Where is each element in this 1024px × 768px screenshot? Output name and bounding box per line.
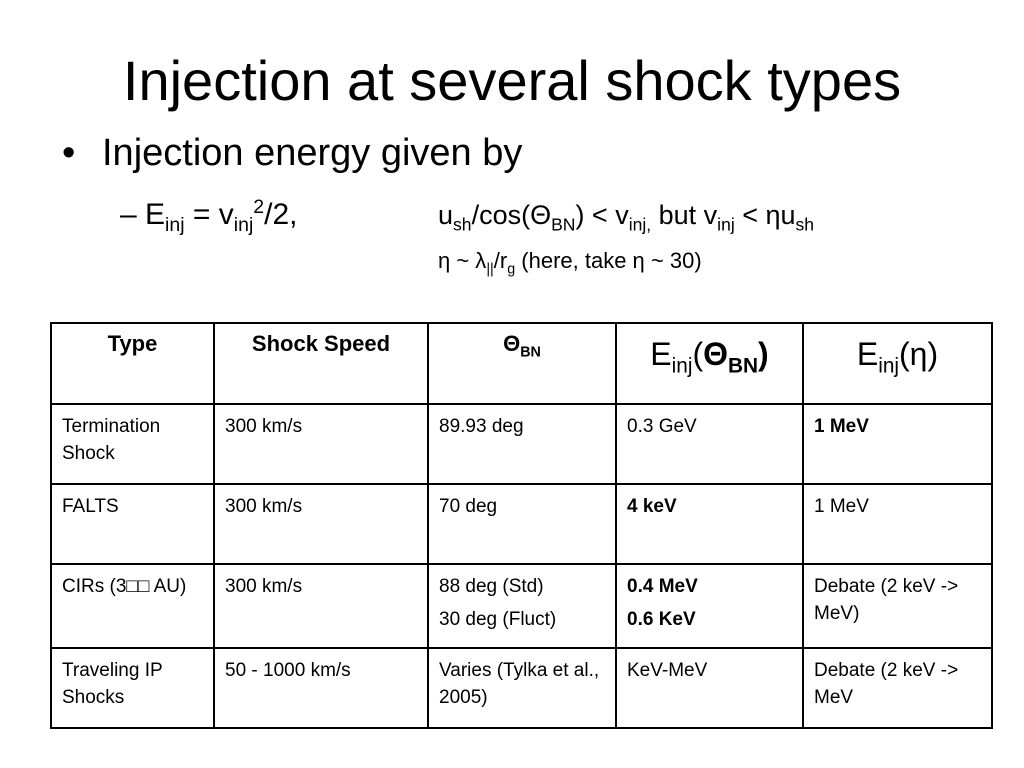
text: ) — [927, 336, 939, 372]
cell-text: 300 km/s — [225, 416, 303, 437]
formula: – Einj = vinj2/2, — [120, 196, 298, 237]
header-cell: Shock Speed — [213, 322, 429, 405]
cell-text: 0.4 MeV — [627, 576, 698, 597]
superscript: 2 — [253, 196, 265, 218]
table-cell: 0.4 MeV 0.6 KeV — [615, 563, 804, 649]
subscript: sh — [453, 214, 472, 235]
cell-text: CIRs (3□□ AU) — [62, 576, 187, 597]
table-cell: 70 deg — [427, 483, 617, 565]
cell-text: 70 deg — [439, 496, 498, 517]
header-row: Type Shock Speed ΘBN Einj(ΘBN) Einj(η) — [50, 322, 993, 405]
cell-text: 300 km/s — [225, 576, 303, 597]
text: /r — [493, 248, 508, 273]
table-cell: 1 MeV — [802, 483, 993, 565]
text: η ~ λ — [438, 248, 487, 273]
table-row: Termination Shock 300 km/s 89.93 deg 0.3 Ge… — [50, 403, 993, 485]
note: η ~ λ||/rg (here, take η ~ 30) — [438, 248, 702, 277]
text: ( — [692, 336, 704, 372]
text: ) — [758, 336, 769, 372]
cell-text: 50 - 1000 km/s — [225, 660, 351, 681]
subscript: inj — [233, 214, 254, 236]
text: /cos(Θ — [471, 200, 552, 230]
table-cell: Traveling IP Shocks — [50, 647, 215, 729]
table-cell: 300 km/s — [213, 403, 429, 485]
text: u — [438, 200, 454, 230]
table-cell: 0.3 GeV — [615, 403, 804, 485]
table-cell: Debate (2 keV -> MeV) — [802, 563, 993, 649]
cell-text: 0.3 GeV — [627, 416, 697, 437]
table-row: Traveling IP Shocks 50 - 1000 km/s Varies … — [50, 647, 993, 729]
text: = v — [184, 198, 234, 231]
header-cell: Einj(ΘBN) — [615, 322, 804, 405]
table-row: CIRs (3□□ AU) 300 km/s 88 deg (Std) 30 deg … — [50, 563, 993, 649]
text: Θ — [703, 336, 728, 372]
subscript: sh — [795, 214, 815, 235]
table-cell: Debate (2 keV -> MeV — [802, 647, 993, 729]
table-cell: 88 deg (Std) 30 deg (Fluct) — [427, 563, 617, 649]
table-cell: Varies (Tylka et al., 2005) — [427, 647, 617, 729]
cell-text: 1 MeV — [814, 416, 869, 437]
table-cell: 4 keV — [615, 483, 804, 565]
text: E — [145, 198, 166, 231]
text: /2, — [264, 198, 298, 231]
table-row: FALTS 300 km/s 70 deg 4 keV 1 MeV — [50, 483, 993, 565]
subscript: || — [486, 261, 494, 278]
cell-text: 89.93 deg — [439, 416, 524, 437]
text: Shock Speed — [251, 331, 391, 356]
text: (here, take η ~ 30) — [515, 248, 702, 273]
text: ( — [899, 336, 910, 372]
text: but v — [651, 200, 718, 230]
table-cell: 1 MeV — [802, 403, 993, 485]
cell-text: Traveling IP Shocks — [62, 660, 163, 708]
subscript: BN — [551, 214, 576, 235]
subscript: inj, — [628, 214, 652, 235]
subscript: inj — [878, 354, 900, 378]
table-cell: 300 km/s — [213, 563, 429, 649]
subscript: inj — [717, 214, 735, 235]
cell-text: FALTS — [62, 496, 119, 517]
cell-text: 4 keV — [627, 496, 677, 517]
subscript: inj — [671, 354, 693, 378]
text: Type — [107, 331, 158, 356]
table-cell: KeV-MeV — [615, 647, 804, 729]
cell-text: Debate (2 keV -> MeV — [814, 660, 959, 708]
shock-table: Type Shock Speed ΘBN Einj(ΘBN) Einj(η) T… — [50, 322, 993, 729]
subscript: BN — [520, 344, 541, 361]
cell-text: 88 deg (Std) — [439, 576, 544, 597]
cell-text: Termination Shock — [62, 416, 161, 464]
subscript: BN — [728, 354, 759, 378]
subscript: inj — [165, 214, 185, 236]
table-cell: 89.93 deg — [427, 403, 617, 485]
header-cell: Einj(η) — [802, 322, 993, 405]
header-cell: ΘBN — [427, 322, 617, 405]
condition: ush/cos(ΘBN) < vinj, but vinj < ηush — [438, 200, 814, 235]
cell-text: 300 km/s — [225, 496, 303, 517]
text: E — [650, 336, 672, 372]
cell-text: KeV-MeV — [627, 660, 708, 681]
table-cell: Termination Shock — [50, 403, 215, 485]
slide-title: Injection at several shock types — [122, 49, 902, 112]
cell-text: 30 deg (Fluct) — [439, 609, 557, 630]
table-cell: 50 - 1000 km/s — [213, 647, 429, 729]
table-cell: FALTS — [50, 483, 215, 565]
cell-text: 1 MeV — [814, 496, 869, 517]
cell-text: Debate (2 keV -> MeV) — [814, 576, 959, 624]
cell-text: Varies (Tylka et al., 2005) — [439, 660, 600, 708]
text: E — [856, 336, 879, 372]
text: < ηu — [734, 200, 796, 230]
cell-text: 0.6 KeV — [627, 609, 696, 630]
table-cell: 300 km/s — [213, 483, 429, 565]
text: η — [909, 336, 928, 372]
subscript: g — [507, 261, 516, 278]
header-cell: Type — [50, 322, 215, 405]
bullet-dot: • — [62, 132, 76, 174]
bullet-text: Injection energy given by — [102, 132, 523, 174]
dash: – — [120, 198, 137, 231]
text: Θ — [503, 331, 521, 356]
text: ) < v — [575, 200, 629, 230]
table-cell: CIRs (3□□ AU) — [50, 563, 215, 649]
